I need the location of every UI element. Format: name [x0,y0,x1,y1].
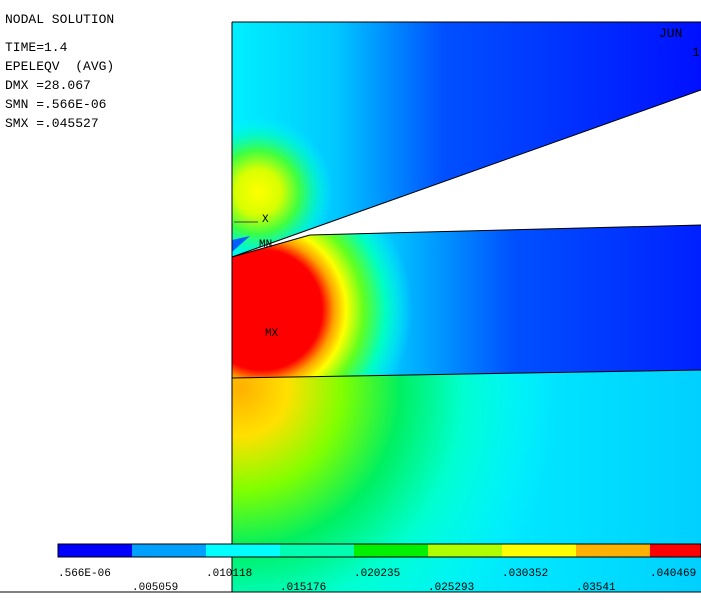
legend-label: .015176 [280,582,326,594]
legend-label: .020235 [354,568,400,580]
axis-label: X [262,214,269,226]
legend: .566E-06 .005059 .010118 .015176 .020235 .025… [57,543,701,594]
title: NODAL SOLUTION [5,12,114,27]
date-label: JUN [659,26,682,41]
info-line: DMX =28.067 [5,78,91,93]
contour-field [232,22,701,592]
legend-frame [57,543,701,558]
outlines [0,21,701,593]
legend-swatch [58,544,132,557]
info-line: TIME=1.4 [5,40,68,55]
upper-region-hotspot [232,22,701,257]
legend-label: .005059 [132,582,178,594]
min-label: MN [259,239,272,251]
info-line: SMX =.045527 [5,116,99,131]
legend-swatch [132,544,206,557]
crack-tip [231,234,311,258]
layer-interface [231,369,701,379]
legend-label: .040469 [650,568,696,580]
min-spot [232,236,250,252]
legend-swatch [502,544,576,557]
max-label: MX [265,328,279,340]
legend-swatch [280,544,354,557]
legend-label: .566E-06 [58,568,111,580]
legend-swatch [354,544,428,557]
info-line: SMN =.566E-06 [5,97,106,112]
info-line: EPELEQV (AVG) [5,59,114,74]
legend-label: .030352 [502,568,548,580]
crack-lower-face [309,224,701,236]
legend-swatch [576,544,650,557]
date-label: 1 [692,45,700,60]
crack-upper-face [231,89,701,258]
legend-label: .03541 [576,582,616,594]
lower-region-hotspot [232,370,701,592]
legend-swatch [206,544,280,557]
legend-label: .010118 [206,568,252,580]
middle-region-hotspot [232,225,701,378]
legend-label: .025293 [428,582,474,594]
legend-swatch [428,544,502,557]
legend-swatch [650,544,701,557]
